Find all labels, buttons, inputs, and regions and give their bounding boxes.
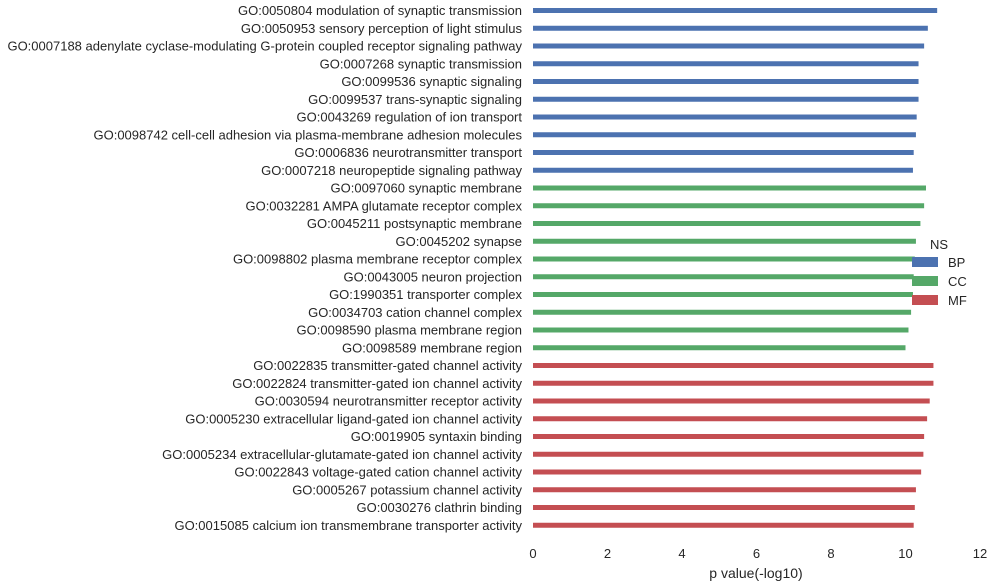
bar-mf-28 xyxy=(533,505,915,510)
bar-cc-12 xyxy=(533,221,921,226)
bar-cc-16 xyxy=(533,292,913,297)
category-label: GO:0045211 postsynaptic membrane xyxy=(307,216,522,231)
legend-title: NS xyxy=(930,237,948,252)
category-label: GO:0030276 clathrin binding xyxy=(356,500,522,515)
bar-cc-17 xyxy=(533,309,912,315)
category-label: GO:0006836 neurotransmitter transport xyxy=(294,145,522,160)
category-labels: GO:0050804 modulation of synaptic transm… xyxy=(7,3,522,533)
bar-mf-27 xyxy=(533,487,916,493)
legend-swatch-mf xyxy=(912,295,938,305)
category-label: GO:0034703 cation channel complex xyxy=(308,305,522,320)
bar-cc-11 xyxy=(533,203,925,209)
x-tick-label: 12 xyxy=(973,546,987,561)
legend-label-mf: MF xyxy=(948,293,967,308)
category-label: GO:1990351 transporter complex xyxy=(329,287,522,302)
legend: NS BP CC MF xyxy=(912,237,967,308)
bar-bp-4 xyxy=(533,79,919,84)
legend-label-bp: BP xyxy=(948,255,965,270)
bar-bp-7 xyxy=(533,132,916,138)
bar-mf-24 xyxy=(533,434,925,439)
category-label: GO:0007188 adenylate cyclase-modulating … xyxy=(7,39,522,54)
category-label: GO:0022843 voltage-gated cation channel … xyxy=(234,465,522,480)
x-axis-label: p value(-log10) xyxy=(709,565,802,581)
x-tick-label: 8 xyxy=(827,546,834,561)
bar-cc-18 xyxy=(533,327,909,333)
x-tick-label: 6 xyxy=(753,546,760,561)
bar-bp-6 xyxy=(533,114,917,120)
category-label: GO:0098589 membrane region xyxy=(342,340,522,355)
category-label: GO:0032281 AMPA glutamate receptor compl… xyxy=(245,198,522,213)
bar-bp-8 xyxy=(533,150,914,155)
bar-bp-0 xyxy=(533,8,938,13)
legend-swatch-cc xyxy=(912,276,938,286)
bars-layer xyxy=(533,8,938,528)
x-tick-label: 0 xyxy=(529,546,536,561)
category-label: GO:0005267 potassium channel activity xyxy=(292,482,522,497)
category-label: GO:0007268 synaptic transmission xyxy=(320,56,522,71)
x-tick-label: 4 xyxy=(678,546,685,561)
bar-cc-14 xyxy=(533,256,915,262)
bar-bp-2 xyxy=(533,43,925,49)
bar-bp-9 xyxy=(533,167,913,173)
bar-bp-5 xyxy=(533,96,919,102)
category-label: GO:0050804 modulation of synaptic transm… xyxy=(238,3,522,18)
bar-cc-15 xyxy=(533,274,914,280)
category-label: GO:0022824 transmitter-gated ion channel… xyxy=(232,376,522,391)
bar-mf-20 xyxy=(533,363,934,368)
category-label: GO:0097060 synaptic membrane xyxy=(331,181,523,196)
legend-swatch-bp xyxy=(912,257,938,267)
bar-cc-19 xyxy=(533,345,906,351)
category-label: GO:0099536 synaptic signaling xyxy=(341,74,522,89)
x-tick-label: 10 xyxy=(898,546,912,561)
x-axis: 0 2 4 6 8 10 12 xyxy=(529,546,987,561)
category-label: GO:0099537 trans-synaptic signaling xyxy=(308,92,522,107)
bar-cc-13 xyxy=(533,238,916,244)
category-label: GO:0098590 plasma membrane region xyxy=(297,323,522,338)
category-label: GO:0098802 plasma membrane receptor comp… xyxy=(233,252,523,267)
category-label: GO:0005234 extracellular-glutamate-gated… xyxy=(162,447,522,462)
category-label: GO:0098742 cell-cell adhesion via plasma… xyxy=(93,127,522,142)
bar-mf-25 xyxy=(533,451,924,457)
legend-label-cc: CC xyxy=(948,274,967,289)
category-label: GO:0019905 syntaxin binding xyxy=(351,429,522,444)
bar-bp-1 xyxy=(533,25,928,31)
bar-mf-26 xyxy=(533,469,922,475)
bar-cc-10 xyxy=(533,185,926,191)
category-label: GO:0007218 neuropeptide signaling pathwa… xyxy=(261,163,522,178)
bar-mf-23 xyxy=(533,416,928,422)
category-label: GO:0043005 neuron projection xyxy=(343,269,522,284)
category-label: GO:0045202 synapse xyxy=(396,234,522,249)
category-label: GO:0050953 sensory perception of light s… xyxy=(241,21,523,36)
bar-bp-3 xyxy=(533,61,919,67)
bar-mf-21 xyxy=(533,380,934,386)
category-label: GO:0015085 calcium ion transmembrane tra… xyxy=(174,518,522,533)
bar-mf-29 xyxy=(533,522,914,528)
category-label: GO:0030594 neurotransmitter receptor act… xyxy=(255,394,523,409)
category-label: GO:0022835 transmitter-gated channel act… xyxy=(253,358,522,373)
category-label: GO:0043269 regulation of ion transport xyxy=(297,110,523,125)
bar-mf-22 xyxy=(533,398,930,404)
category-label: GO:0005230 extracellular ligand-gated io… xyxy=(185,411,522,426)
x-tick-label: 2 xyxy=(604,546,611,561)
